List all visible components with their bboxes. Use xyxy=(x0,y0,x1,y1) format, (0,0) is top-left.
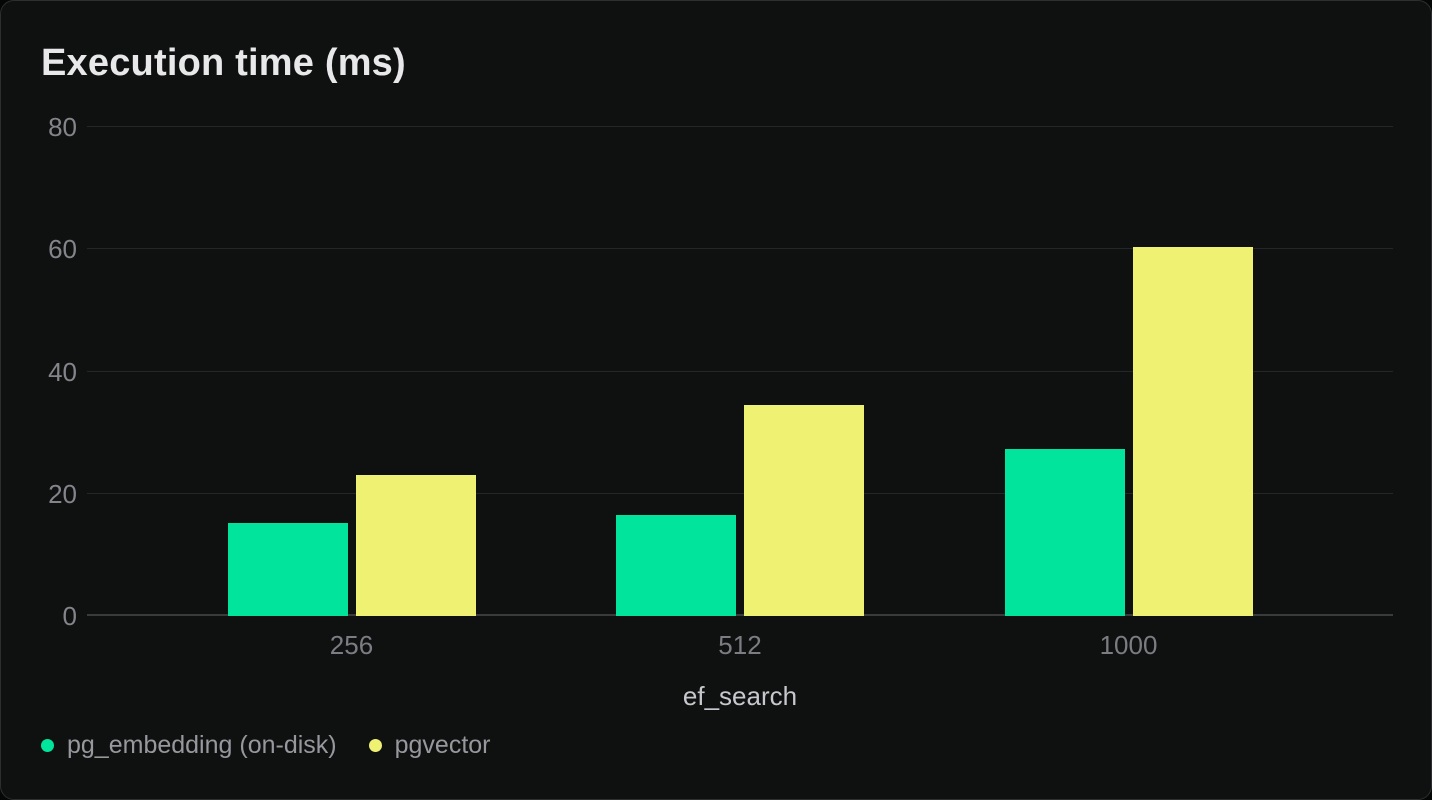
y-tick-label: 60 xyxy=(48,234,77,265)
grid-line xyxy=(87,248,1393,250)
y-tick-label: 0 xyxy=(62,601,77,631)
legend-swatch-icon xyxy=(368,738,382,752)
bar-group-512 xyxy=(616,127,864,616)
legend-item-pgvector[interactable]: pgvector xyxy=(368,730,491,760)
y-axis-labels: 0 20 40 60 80 xyxy=(1,114,77,629)
x-axis-title: ef_search xyxy=(682,681,798,711)
x-tick-label: 1000 xyxy=(1099,630,1158,660)
bar-pg-embedding-on-disk-512[interactable] xyxy=(616,515,736,616)
bar-group-1000 xyxy=(1004,127,1253,616)
chart-title: Execution time (ms) xyxy=(41,42,406,84)
x-tick-label: 512 xyxy=(718,630,762,660)
legend-label: pg_embedding (on-disk) xyxy=(67,731,337,759)
bar-group-256 xyxy=(227,127,476,616)
legend-swatch-icon xyxy=(41,738,54,752)
legend-item-pg-embedding-on-disk[interactable]: pg_embedding (on-disk) xyxy=(41,730,337,760)
grid-line xyxy=(87,126,1393,127)
grid-line xyxy=(87,370,1393,372)
y-tick-label: 20 xyxy=(48,478,77,509)
y-tick-label: 80 xyxy=(48,112,77,142)
bar-pg-embedding-on-disk-1000[interactable] xyxy=(1004,448,1125,616)
plot-area xyxy=(87,126,1393,616)
bar-pg-embedding-on-disk-256[interactable] xyxy=(227,523,348,616)
x-tick-label: 256 xyxy=(329,630,374,660)
x-axis-line xyxy=(87,614,1393,616)
bar-groups xyxy=(87,127,1393,616)
bar-pgvector-256[interactable] xyxy=(355,475,476,616)
legend: pg_embedding (on-disk) pgvector xyxy=(41,730,491,760)
bar-pgvector-512[interactable] xyxy=(744,405,864,616)
y-tick-label: 40 xyxy=(48,356,77,387)
x-axis-labels: 256 512 1000 xyxy=(87,630,1393,661)
bar-pgvector-1000[interactable] xyxy=(1132,247,1253,616)
grid-line xyxy=(87,492,1393,494)
legend-label: pgvector xyxy=(394,731,491,759)
